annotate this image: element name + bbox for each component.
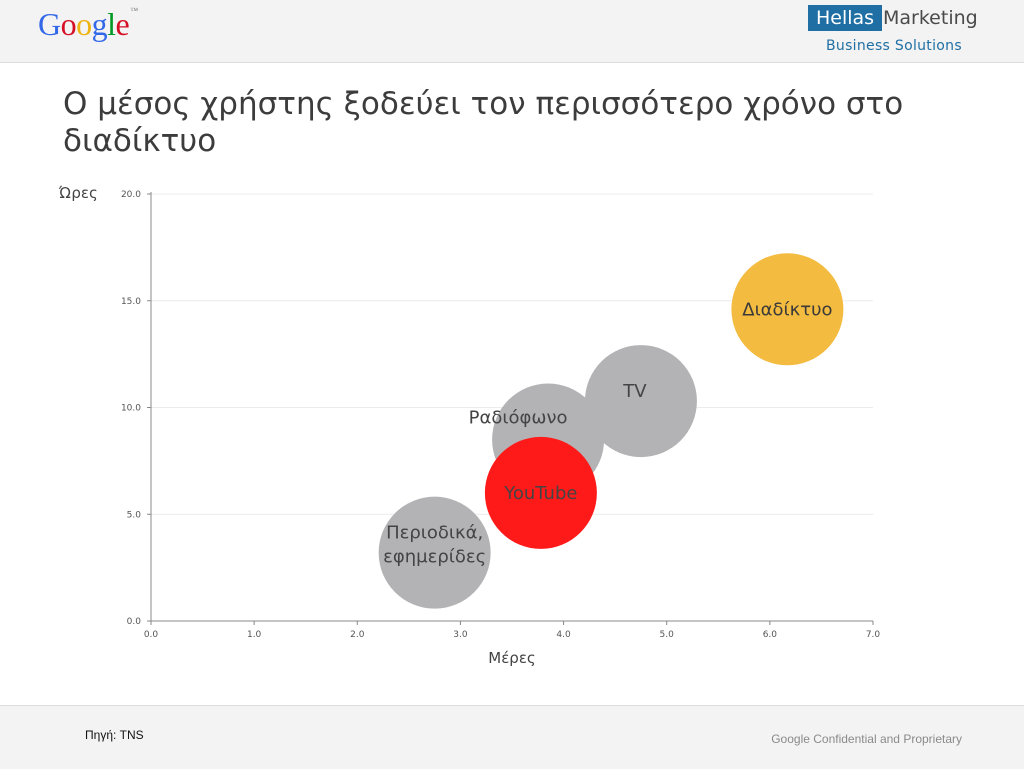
y-tick-label: 15.0: [121, 297, 141, 307]
slide-header: Google™ Hellas Marketing Business Soluti…: [0, 0, 1024, 63]
google-logo-letter: o: [60, 6, 77, 42]
google-logo-letter: o: [76, 6, 92, 42]
y-tick-label: 10.0: [121, 404, 141, 414]
bubble: [484, 436, 597, 549]
slide-title: Ο μέσος χρήστης ξοδεύει τον περισσότερο …: [63, 86, 904, 159]
slide-footer: Πηγή: TNS Google Confidential and Propri…: [0, 705, 1024, 769]
bubble-label: YouTube: [503, 483, 577, 504]
bubble-label: Διαδίκτυο: [742, 299, 832, 320]
bubble: [584, 345, 697, 458]
google-logo-letter: G: [38, 6, 61, 42]
x-tick-label: 2.0: [350, 630, 365, 640]
x-tick-label: 4.0: [556, 630, 571, 640]
x-tick-label: 1.0: [247, 630, 262, 640]
hellas-marketing-logo-subtitle: Business Solutions: [826, 38, 962, 54]
y-tick-label: 20.0: [121, 190, 141, 200]
y-axis-title: Ώρες: [58, 184, 98, 202]
bubble-chart: 0.0 5.0 10.0 15.0 20.0 0.0 1.0 2.0 3.0 4.0 5.0 6.0 7…: [58, 184, 881, 667]
trademark-symbol: ™: [130, 6, 138, 15]
x-tick-label: 7.0: [866, 630, 881, 640]
x-tick-label: 3.0: [453, 630, 468, 640]
confidential-note: Google Confidential and Proprietary: [771, 732, 962, 746]
bubble: [378, 496, 491, 609]
y-tick-label: 5.0: [127, 510, 142, 520]
google-logo: Google™: [38, 6, 138, 43]
hellas-marketing-logo: Hellas Marketing Business Solutions: [808, 5, 980, 59]
google-logo-letter: e: [115, 6, 130, 42]
y-tick-label: 0.0: [127, 617, 142, 627]
google-logo-letter: l: [107, 6, 116, 42]
x-tick-label: 5.0: [660, 630, 675, 640]
google-logo-letter: g: [91, 6, 108, 42]
bubble-label: Ραδιόφωνο: [469, 408, 568, 429]
x-tick-label: 0.0: [144, 630, 159, 640]
hellas-marketing-logo-text: Marketing: [883, 7, 978, 29]
x-tick-label: 6.0: [763, 630, 778, 640]
bubble: [731, 253, 844, 366]
bubble-label: Περιοδικά, εφημερίδες: [383, 523, 486, 568]
bubble-label: TV: [622, 381, 647, 402]
x-axis-title: Μέρες: [488, 649, 535, 667]
hellas-marketing-logo-box: Hellas: [808, 5, 883, 31]
source-note: Πηγή: TNS: [85, 728, 144, 742]
